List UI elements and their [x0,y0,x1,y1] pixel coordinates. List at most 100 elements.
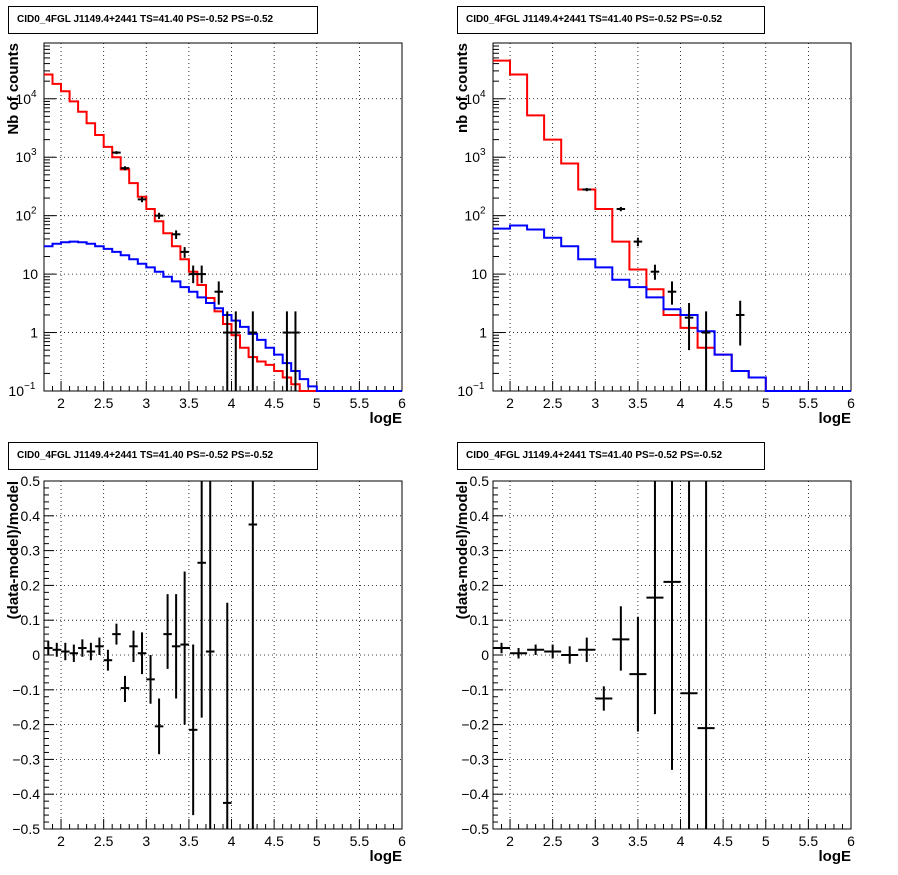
y-tick-exponent: 4 [480,89,486,100]
y-tick-label: 0 [32,647,40,663]
x-tick-label: 3.5 [628,833,648,849]
y-tick-label: 10 [464,91,480,107]
data-point [154,698,164,755]
x-tick-label: 6 [398,833,406,849]
data-point [154,212,164,219]
panel-counts-fine-binning: CID0_4FGL J1149.4+2441 TS=41.40 PS=-0.52… [0,0,449,437]
y-tick-label: −0.2 [12,717,40,733]
data-point [163,594,172,669]
y-tick-exponent: 4 [31,89,37,100]
x-tick-label: 4 [228,395,236,411]
panel-counts-coarse-binning: CID0_4FGL J1149.4+2441 TS=41.40 PS=-0.52… [449,0,898,437]
plot-area: 2 2.5 3 3.5 4 4.5 5 5.5 6 −0.5 −0.4 −0.3 −0.2 −0.1 0 0.… [454,473,855,865]
y-tick-label: −0.3 [461,751,489,767]
y-tick-exponent: 2 [480,206,486,217]
x-axis-label: logE [370,410,403,427]
data-point [582,187,592,192]
x-tick-label: 5.5 [799,395,819,411]
x-tick-label: 6 [847,833,855,849]
y-tick-label: −0.1 [461,682,489,698]
x-tick-label: 2 [57,833,65,849]
x-tick-label: 5 [313,395,321,411]
y-axis-label: nb of counts [454,43,471,133]
x-tick-label: 3 [142,395,150,411]
data-point [171,230,181,239]
x-tick-label: 4 [677,833,685,849]
data-point [629,616,647,732]
y-tick-label: 0 [481,647,489,663]
x-tick-label: 3.5 [628,395,648,411]
x-axis-label: logE [819,410,852,427]
data-point [129,630,138,662]
data-point [171,594,181,699]
y-tick-label: −0.5 [461,821,489,837]
x-tick-label: 2.5 [94,395,114,411]
x-tick-label: 2 [506,395,514,411]
y-tick-label: −0.2 [461,717,489,733]
panel-title: CID0_4FGL J1149.4+2441 TS=41.40 PS=-0.52… [8,6,318,34]
data-point [697,481,715,829]
x-tick-label: 6 [847,395,855,411]
plot-frame [43,42,403,392]
data-point [103,649,113,671]
y-tick-label: 0.2 [470,577,490,593]
y-tick-exponent: −1 [473,381,485,392]
data-point [197,481,206,718]
y-tick-label: 10 [15,149,31,165]
data-point [78,639,87,657]
panel-title: CID0_4FGL J1149.4+2441 TS=41.40 PS=-0.52… [457,442,765,470]
data-point [680,481,698,829]
x-axis-label: logE [370,848,403,865]
data-point [633,237,643,247]
y-tick-label: 0.3 [470,543,490,559]
y-tick-label: 10 [464,208,480,224]
x-tick-label: 4.5 [713,833,733,849]
plot-area: 2 2.5 3 3.5 4 4.5 5 5.5 6 −0.5 −0.4 −0.3 −0.2 −0.1 0 0.… [5,473,406,865]
x-tick-label: 4 [677,395,685,411]
x-tick-label: 5.5 [350,395,370,411]
data-point [112,623,121,645]
y-tick-label: −0.5 [12,821,40,837]
x-tick-label: 4.5 [713,395,733,411]
data-point [137,196,147,203]
y-tick-label: 0.5 [21,473,41,489]
y-tick-label: 1 [30,325,38,341]
x-tick-label: 6 [398,395,406,411]
x-tick-label: 2 [506,833,514,849]
data-point [112,151,121,155]
y-axis-label: Nb of counts [5,43,22,135]
data-point [188,265,198,284]
y-tick-exponent: 3 [31,147,37,158]
data-point [646,481,664,715]
data-point [684,303,694,351]
panel-residuals-coarse-binning: CID0_4FGL J1149.4+2441 TS=41.40 PS=-0.52… [449,437,898,875]
x-tick-label: 2.5 [543,395,563,411]
data-point [52,642,62,657]
y-tick-label: −0.3 [12,751,40,767]
x-tick-label: 4.5 [264,833,284,849]
plot-frame [492,42,852,392]
x-tick-label: 5 [762,395,770,411]
x-tick-label: 5 [762,833,770,849]
y-tick-label: 1 [479,325,487,341]
data-point [205,481,215,829]
data-point [146,655,155,704]
series-1-histogram [44,240,402,392]
data-point [735,300,745,346]
x-tick-label: 2 [57,395,65,411]
data-point [493,642,511,654]
x-tick-label: 4 [228,833,236,849]
data-point [578,637,596,662]
x-tick-label: 5.5 [799,833,819,849]
y-axis-label: (data-model)/model [5,481,22,619]
series-0-histogram [44,73,402,392]
data-point [137,632,147,675]
y-tick-label: −0.4 [12,786,40,802]
x-tick-label: 3 [142,833,150,849]
y-tick-label: 10 [15,91,31,107]
y-axis-label: (data-model)/model [454,481,471,619]
data-point [282,311,292,391]
y-tick-label: 10 [471,266,487,282]
